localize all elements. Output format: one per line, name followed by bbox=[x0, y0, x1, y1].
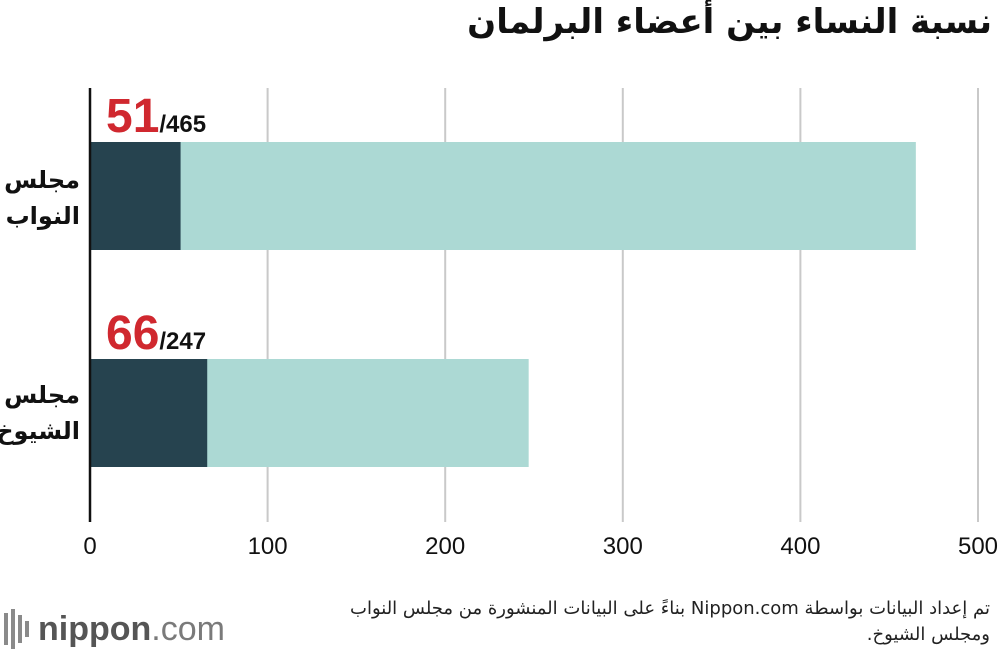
nippon-logo-icon bbox=[4, 609, 29, 649]
bar-women bbox=[90, 359, 208, 467]
data-label-total: /465 bbox=[159, 111, 206, 138]
source-note: تم إعداد البيانات بواسطة Nippon.com بناء… bbox=[350, 598, 990, 645]
data-labels: 51/465 66/247 bbox=[106, 90, 206, 360]
category-label-house-of-representatives: مجلس النواب bbox=[4, 166, 80, 230]
bars-group bbox=[90, 142, 916, 467]
data-label-total: /247 bbox=[159, 328, 206, 355]
chart-title: نسبة النساء بين أعضاء البرلمان bbox=[467, 2, 992, 42]
bar-total bbox=[90, 142, 916, 250]
x-axis: 0 100 200 300 400 500 bbox=[83, 88, 998, 560]
x-tick-label: 300 bbox=[603, 533, 643, 560]
x-tick-label: 0 bbox=[83, 533, 96, 560]
data-label: 66/247 bbox=[106, 307, 206, 360]
bar-women bbox=[90, 142, 181, 250]
data-label: 51/465 bbox=[106, 90, 206, 143]
x-tick-label: 500 bbox=[958, 533, 998, 560]
nippon-logo: nippon .com bbox=[4, 609, 225, 649]
x-tick-label: 400 bbox=[780, 533, 820, 560]
bar-chart: 0 100 200 300 400 500 51/465 66/247 bbox=[83, 88, 998, 560]
logo-brand: nippon bbox=[38, 609, 152, 648]
data-label-value: 66 bbox=[106, 307, 159, 360]
x-tick-label: 200 bbox=[425, 533, 465, 560]
category-label-house-of-councillors: مجلس الشيوخ bbox=[0, 381, 80, 445]
logo-suffix: .com bbox=[151, 609, 225, 648]
data-label-value: 51 bbox=[106, 90, 159, 143]
x-tick-label: 100 bbox=[248, 533, 288, 560]
